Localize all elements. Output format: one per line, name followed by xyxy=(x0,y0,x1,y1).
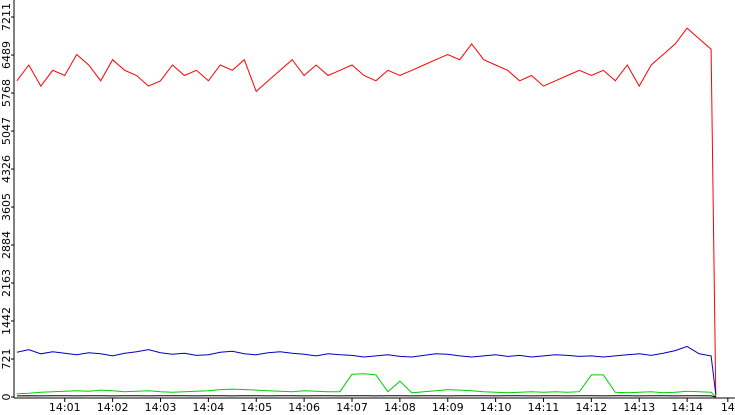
y-tick-label: 2884 xyxy=(0,231,13,259)
y-tick-label: 0 xyxy=(0,394,13,401)
x-tick-label: 14:14 xyxy=(671,401,703,414)
x-tick-label: 14:13 xyxy=(623,401,655,414)
series-line xyxy=(16,373,717,398)
y-tick-label: 5047 xyxy=(0,117,13,145)
y-tick-label: 721 xyxy=(0,349,13,370)
y-tick-label: 5768 xyxy=(0,79,13,107)
series-line xyxy=(16,345,717,395)
x-tick-label: 14:11 xyxy=(528,401,560,414)
x-tick-label: 14:10 xyxy=(480,401,512,414)
x-tick-label: 14 xyxy=(721,401,735,414)
y-tick-label: 1442 xyxy=(0,307,13,335)
x-tick-label: 14:07 xyxy=(336,401,368,414)
y-tick-label: 2163 xyxy=(0,269,13,297)
y-tick-label: 4326 xyxy=(0,155,13,183)
y-tick-label: 7211 xyxy=(0,3,13,31)
x-tick-label: 14:12 xyxy=(576,401,608,414)
x-tick-label: 14:08 xyxy=(384,401,416,414)
x-tick-label: 14:04 xyxy=(193,401,225,414)
x-tick-label: 14:09 xyxy=(432,401,464,414)
series-line xyxy=(16,27,717,398)
x-tick-label: 14:02 xyxy=(97,401,129,414)
x-tick-label: 14:01 xyxy=(49,401,81,414)
x-tick-label: 14:06 xyxy=(288,401,320,414)
x-tick-label: 14:03 xyxy=(145,401,177,414)
series-line xyxy=(16,395,716,398)
x-tick-label: 14:05 xyxy=(240,401,272,414)
y-tick-label: 6489 xyxy=(0,41,13,69)
y-tick-label: 3605 xyxy=(0,193,13,221)
